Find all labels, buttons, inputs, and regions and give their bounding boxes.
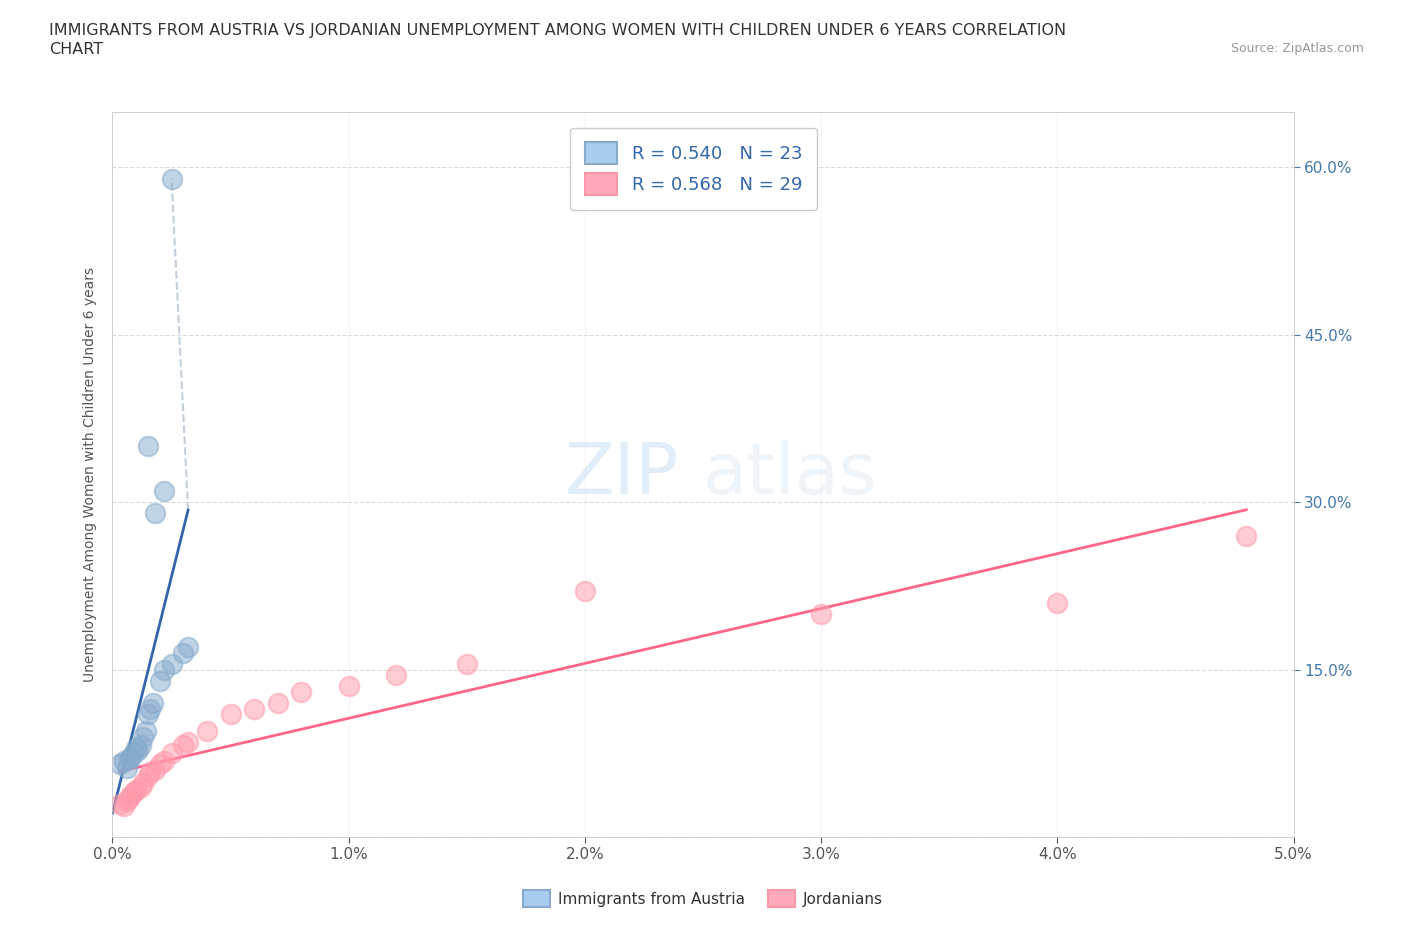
Point	[120, 787, 142, 802]
Point	[243, 701, 266, 716]
Point	[177, 735, 200, 750]
Point	[125, 740, 148, 755]
Point	[118, 751, 141, 766]
Y-axis label: Unemployment Among Women with Children Under 6 years: Unemployment Among Women with Children U…	[83, 267, 97, 682]
Point	[172, 738, 194, 753]
Point	[143, 763, 166, 777]
Text: IMMIGRANTS FROM AUSTRIA VS JORDANIAN UNEMPLOYMENT AMONG WOMEN WITH CHILDREN UNDE: IMMIGRANTS FROM AUSTRIA VS JORDANIAN UNE…	[49, 23, 1066, 38]
Point	[290, 684, 312, 699]
Point	[115, 761, 138, 776]
Point	[127, 742, 149, 757]
Point	[115, 794, 138, 809]
Point	[1234, 528, 1257, 543]
Text: ZIP: ZIP	[565, 440, 679, 509]
Point	[456, 657, 478, 671]
Text: Source: ZipAtlas.com: Source: ZipAtlas.com	[1230, 42, 1364, 55]
Point	[132, 729, 155, 744]
Point	[122, 785, 145, 800]
Point	[160, 746, 183, 761]
Point	[129, 779, 152, 794]
Point	[129, 738, 152, 753]
Point	[267, 696, 290, 711]
Point	[122, 746, 145, 761]
Point	[149, 673, 172, 688]
Point	[149, 757, 172, 772]
Point	[337, 679, 360, 694]
Point	[195, 724, 218, 738]
Point	[1046, 595, 1069, 610]
Point	[810, 606, 832, 621]
Legend: R = 0.540   N = 23, R = 0.568   N = 29: R = 0.540 N = 23, R = 0.568 N = 29	[571, 128, 817, 210]
Point	[120, 750, 142, 764]
Point	[136, 707, 159, 722]
Point	[135, 724, 157, 738]
Point	[112, 753, 135, 768]
Point	[172, 645, 194, 660]
Point	[108, 757, 131, 772]
Text: atlas: atlas	[703, 440, 877, 509]
Point	[136, 768, 159, 783]
Text: CHART: CHART	[49, 42, 103, 57]
Point	[118, 790, 141, 805]
Point	[108, 796, 131, 811]
Point	[153, 484, 176, 498]
Legend: Immigrants from Austria, Jordanians: Immigrants from Austria, Jordanians	[517, 884, 889, 913]
Point	[125, 783, 148, 798]
Point	[136, 439, 159, 454]
Point	[142, 696, 165, 711]
Point	[160, 171, 183, 186]
Point	[139, 701, 162, 716]
Point	[177, 640, 200, 655]
Point	[385, 668, 408, 683]
Point	[574, 584, 596, 599]
Point	[139, 764, 162, 779]
Point	[132, 776, 155, 790]
Point	[219, 707, 242, 722]
Point	[153, 753, 176, 768]
Point	[112, 798, 135, 813]
Point	[160, 657, 183, 671]
Point	[153, 662, 176, 677]
Point	[143, 506, 166, 521]
